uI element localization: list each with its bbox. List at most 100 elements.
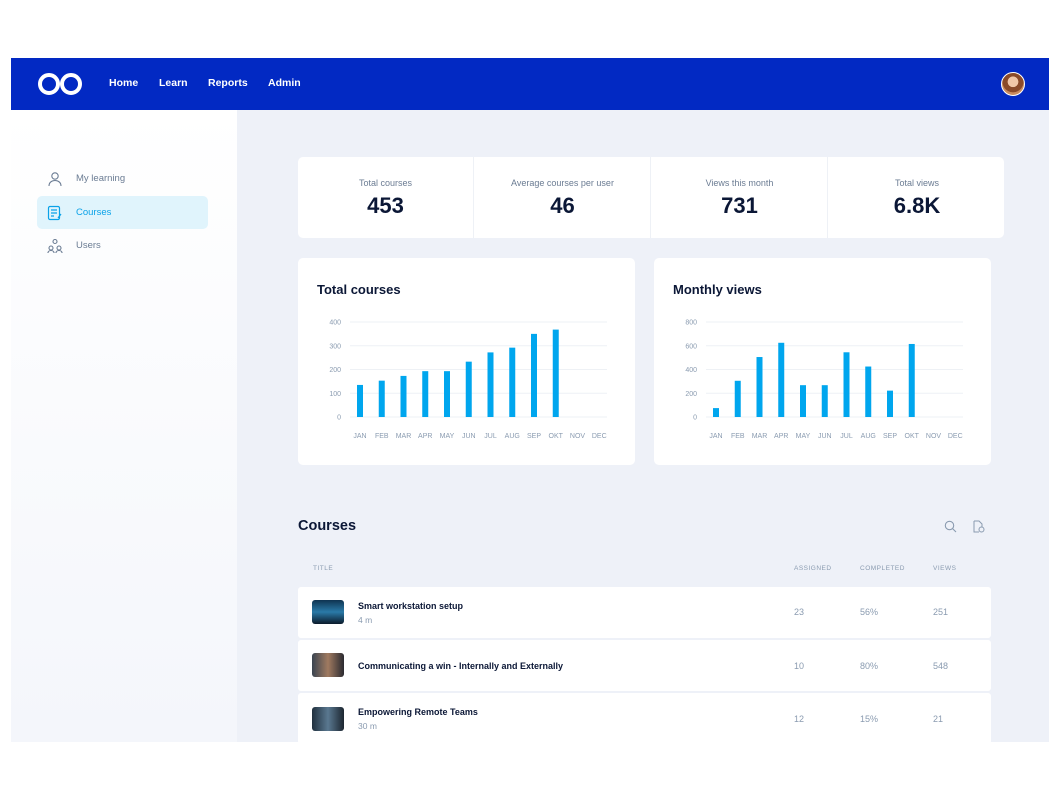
stat-label: Total courses: [358, 178, 413, 188]
x-tick-label: MAR: [396, 433, 412, 440]
stat-total-views: Total views 6.8K: [829, 157, 1005, 238]
x-tick-label: JAN: [353, 433, 366, 440]
x-tick-label: JUN: [462, 433, 476, 440]
x-tick-label: AUG: [861, 433, 876, 440]
x-tick-label: APR: [418, 433, 432, 440]
column-header-views[interactable]: VIEWS: [933, 565, 957, 572]
monthly-views-chart: 0 200 400 600 800 JAN FEB MAR APR MAY JUN JUL AUG SEP…: [685, 320, 963, 440]
completed-cell: 15%: [860, 714, 879, 724]
y-tick-label: 400: [329, 320, 341, 327]
completed-cell: 80%: [860, 661, 879, 671]
stat-total-courses: Total courses 453: [298, 157, 474, 238]
app-window: Home Learn Reports Admin My learning Cou…: [11, 58, 1049, 742]
bar-okt: [908, 343, 915, 417]
x-tick-label: SEP: [883, 433, 897, 440]
x-tick-label: OKT: [905, 433, 920, 440]
x-tick-label: FEB: [731, 433, 745, 440]
stat-label: Average courses per user: [511, 178, 614, 188]
stat-value: 46: [550, 193, 575, 218]
chart-title: Monthly views: [673, 282, 762, 297]
completed-cell: 56%: [860, 607, 879, 617]
assigned-cell: 12: [794, 714, 805, 724]
column-header-completed[interactable]: COMPLETED: [860, 565, 905, 572]
person-icon: [48, 171, 62, 186]
bar-jun: [465, 361, 472, 417]
bar-mar: [400, 375, 407, 417]
bar-may: [800, 385, 806, 417]
bar-aug: [865, 366, 872, 417]
nav-learn[interactable]: Learn: [159, 77, 188, 89]
x-tick-label: FEB: [375, 433, 389, 440]
total-courses-chart: 0 100 200 300 400 JAN FEB MAR APR MAY JUN JUL AUG SEP…: [329, 320, 607, 440]
course-title: Communicating a win - Internally and Ext…: [358, 661, 564, 671]
logo-icon[interactable]: [38, 72, 82, 96]
y-tick-label: 100: [329, 391, 341, 398]
course-title: Empowering Remote Teams: [358, 707, 478, 717]
nav-admin[interactable]: Admin: [268, 77, 301, 89]
users-icon: [47, 238, 63, 253]
nav-reports[interactable]: Reports: [208, 77, 248, 89]
assigned-cell: 10: [794, 661, 805, 671]
bar-mar: [756, 357, 763, 417]
nav-home[interactable]: Home: [109, 77, 139, 89]
stat-label: Views this month: [705, 178, 774, 188]
y-tick-label: 800: [685, 320, 697, 327]
x-tick-label: JAN: [709, 433, 722, 440]
bar-feb: [378, 380, 385, 417]
column-header-title[interactable]: TITLE: [313, 565, 334, 572]
bar-apr: [422, 371, 429, 417]
bar-jun: [821, 385, 828, 417]
x-tick-label: JUN: [818, 433, 832, 440]
x-tick-label: OKT: [549, 433, 564, 440]
document-edit-icon: [47, 205, 62, 220]
stat-label: Total views: [894, 178, 939, 188]
views-cell: 548: [933, 661, 949, 671]
y-tick-label: 200: [329, 367, 341, 374]
sidebar-item-label: My learning: [76, 173, 126, 184]
bar-jul: [843, 352, 850, 417]
sidebar-item-users[interactable]: Users: [37, 229, 208, 262]
stat-value: 453: [367, 193, 404, 218]
search-icon[interactable]: [944, 520, 957, 533]
sidebar-item-courses[interactable]: Courses: [37, 196, 208, 229]
y-tick-label: 0: [693, 415, 697, 422]
avatar[interactable]: [1001, 72, 1025, 96]
x-tick-label: MAY: [440, 433, 455, 440]
y-tick-label: 200: [685, 391, 697, 398]
course-thumbnail: [312, 600, 344, 624]
y-tick-label: 400: [685, 367, 697, 374]
x-tick-label: JUL: [484, 433, 497, 440]
sidebar-item-label: Users: [76, 240, 101, 251]
x-tick-label: MAR: [752, 433, 768, 440]
bar-sep: [531, 333, 537, 417]
total-courses-chart-card: Total courses 0 100 200 300 400 JAN FEB MAR APR M…: [298, 258, 635, 465]
chart-title: Total courses: [317, 282, 401, 297]
table-row[interactable]: Smart workstation setup 4 m 23 56% 251: [298, 587, 991, 638]
views-cell: 251: [933, 607, 949, 617]
x-tick-label: APR: [774, 433, 788, 440]
assigned-cell: 23: [794, 607, 805, 617]
course-duration: 30 m: [358, 721, 377, 731]
stat-average-courses: Average courses per user 46: [475, 157, 651, 238]
courses-heading: Courses: [298, 518, 357, 534]
export-document-icon[interactable]: [972, 520, 985, 533]
table-row[interactable]: Communicating a win - Internally and Ext…: [298, 640, 991, 691]
x-tick-label: NOV: [926, 433, 942, 440]
stat-views-month: Views this month 731: [652, 157, 828, 238]
table-row[interactable]: Empowering Remote Teams 30 m 12 15% 21: [298, 693, 991, 742]
x-tick-label: SEP: [527, 433, 541, 440]
top-nav: Home Learn Reports Admin: [11, 58, 1049, 110]
y-tick-label: 600: [685, 343, 697, 350]
course-title: Smart workstation setup: [358, 601, 464, 611]
x-tick-label: DEC: [592, 433, 607, 440]
x-tick-label: NOV: [570, 433, 586, 440]
monthly-views-chart-card: Monthly views 0 200 400 600 800 JAN FEB MAR APR M…: [654, 258, 991, 465]
sidebar-item-label: Courses: [76, 207, 112, 218]
column-header-assigned[interactable]: ASSIGNED: [794, 565, 832, 572]
y-tick-label: 0: [337, 415, 341, 422]
bar-sep: [887, 390, 893, 417]
sidebar-item-my-learning[interactable]: My learning: [37, 162, 208, 195]
views-cell: 21: [933, 714, 944, 724]
course-duration: 4 m: [358, 615, 373, 625]
bar-aug: [509, 347, 516, 417]
